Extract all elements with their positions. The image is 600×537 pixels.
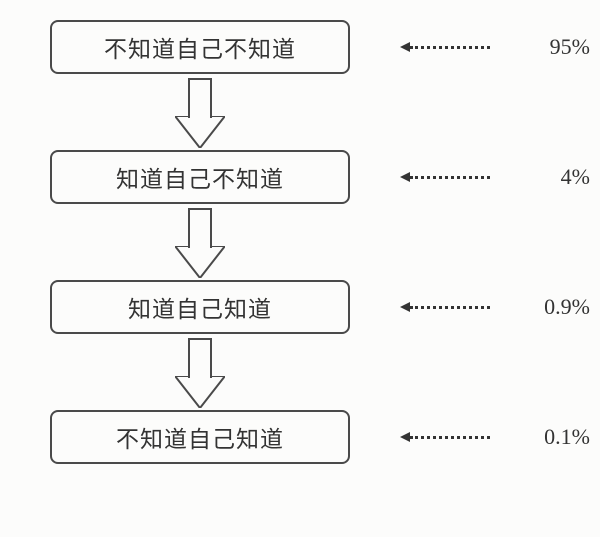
stage-box-1: 知道自己不知道: [50, 150, 350, 204]
stage-pct-1: 4%: [520, 164, 590, 190]
flowchart-canvas: 不知道自己不知道 95% 知道自己不知道 4% 知道自己知道 0.9% 不知道自己知道 0.1…: [0, 0, 600, 537]
pct-pointer-1: [400, 172, 490, 182]
down-arrow-stem: [188, 338, 212, 378]
stage-box-3: 不知道自己知道: [50, 410, 350, 464]
down-arrow-2: [175, 338, 225, 410]
arrowhead-left-icon: [400, 172, 410, 182]
pct-pointer-0: [400, 42, 490, 52]
stage-box-0: 不知道自己不知道: [50, 20, 350, 74]
down-arrow-0: [175, 78, 225, 150]
arrowhead-left-icon: [400, 42, 410, 52]
stage-pct-3: 0.1%: [520, 424, 590, 450]
pct-pointer-line: [410, 46, 490, 49]
arrowhead-left-icon: [400, 432, 410, 442]
pct-pointer-2: [400, 302, 490, 312]
pct-pointer-line: [410, 306, 490, 309]
stage-label-3: 不知道自己知道: [116, 420, 284, 454]
down-arrow-head-icon: [175, 376, 225, 408]
down-arrow-stem: [188, 208, 212, 248]
down-arrow-head-icon: [175, 116, 225, 148]
pct-pointer-line: [410, 176, 490, 179]
pct-pointer-line: [410, 436, 490, 439]
stage-label-1: 知道自己不知道: [116, 160, 284, 194]
stage-label-2: 知道自己知道: [128, 290, 272, 324]
down-arrow-stem: [188, 78, 212, 118]
stage-pct-2: 0.9%: [520, 294, 590, 320]
down-arrow-head-icon: [175, 246, 225, 278]
stage-box-2: 知道自己知道: [50, 280, 350, 334]
down-arrow-1: [175, 208, 225, 280]
pct-pointer-3: [400, 432, 490, 442]
stage-pct-0: 95%: [520, 34, 590, 60]
stage-label-0: 不知道自己不知道: [104, 30, 296, 64]
arrowhead-left-icon: [400, 302, 410, 312]
